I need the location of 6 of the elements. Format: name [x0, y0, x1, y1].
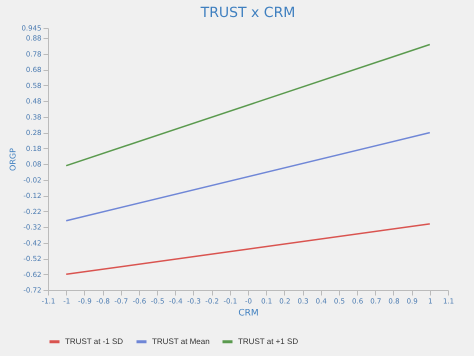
legend-label: TRUST at +1 SD [238, 336, 298, 346]
y-axis-title: ORGP [8, 148, 18, 171]
x-axis-title: CRM [238, 308, 259, 318]
legend-label: TRUST at -1 SD [65, 336, 124, 346]
legend-label: TRUST at Mean [152, 336, 210, 346]
chart-title: TRUST x CRM [200, 5, 296, 21]
